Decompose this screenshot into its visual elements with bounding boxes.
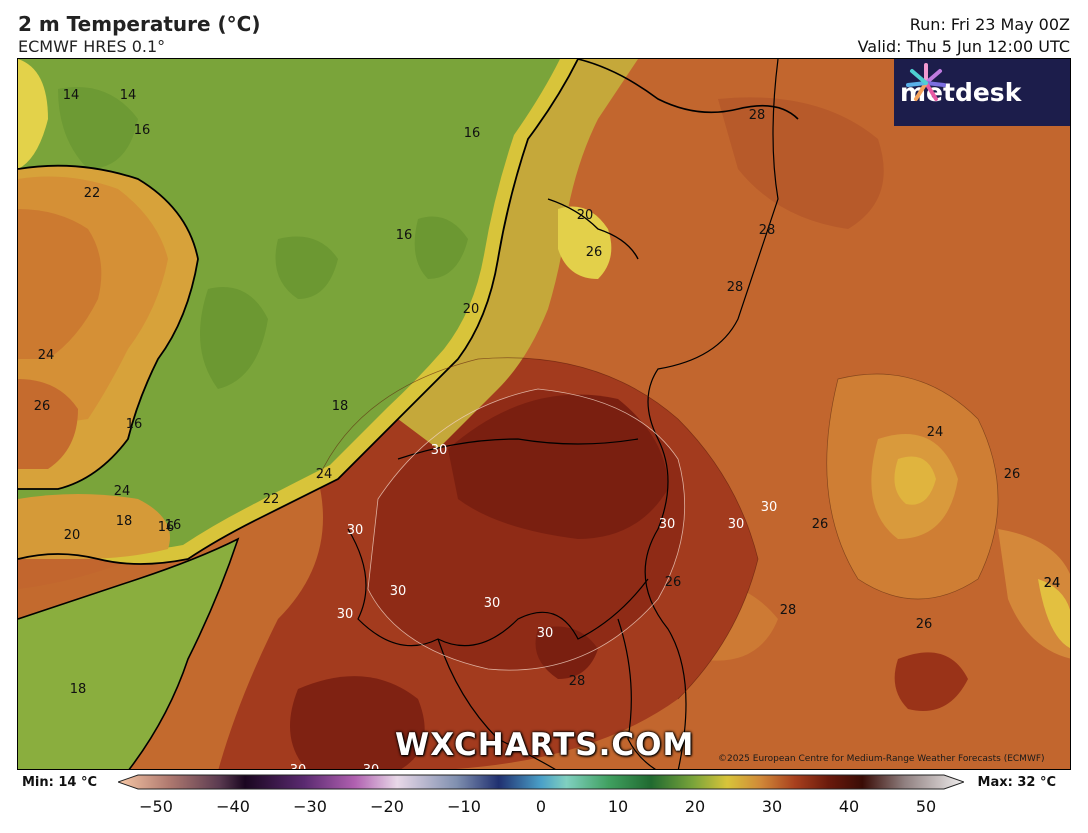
metdesk-logo: metdesk (894, 59, 1070, 126)
contour-label: 24 (316, 467, 333, 482)
contour-label: 30 (290, 763, 307, 770)
run-time: Run: Fri 23 May 00Z (909, 15, 1070, 34)
contour-label: 28 (749, 108, 766, 123)
contour-label: 18 (70, 682, 87, 697)
contour-label: 14 (63, 88, 80, 103)
colorbar-tick: −20 (370, 797, 404, 816)
contour-label: 30 (484, 596, 501, 611)
contour-label: 20 (577, 208, 594, 223)
contour-label: 16 (134, 123, 151, 138)
colorbar-tick: −10 (447, 797, 481, 816)
copyright-notice: ©2025 European Centre for Medium-Range W… (718, 754, 1045, 764)
colorbar-tick: 50 (915, 797, 937, 816)
contour-label: 30 (390, 584, 407, 599)
metdesk-flower-icon (906, 63, 946, 101)
map-title: 2 m Temperature (°C) (18, 12, 261, 36)
contour-label: 28 (780, 603, 797, 618)
contour-label: 18 (116, 514, 133, 529)
contour-label: 30 (761, 500, 778, 515)
contour-label: 18 (332, 399, 349, 414)
contour-label: 24 (1044, 576, 1061, 591)
contour-label: 28 (759, 223, 776, 238)
contour-label: 30 (659, 517, 676, 532)
contour-label: 26 (1004, 467, 1021, 482)
colorbar-tick: 10 (607, 797, 629, 816)
contour-label: 30 (537, 626, 554, 641)
colorbar-tick: 0 (535, 797, 547, 816)
contour-label: 24 (927, 425, 944, 440)
colorbar (118, 774, 964, 790)
contour-label: 16 (464, 126, 481, 141)
contour-label: 30 (363, 763, 380, 770)
contour-label: 28 (569, 674, 586, 689)
contour-label: 26 (34, 399, 51, 414)
contour-label: 20 (463, 302, 480, 317)
watermark: WXCHARTS.COM (395, 727, 695, 763)
colorbar-max-label: Max: 32 °C (977, 775, 1056, 790)
contour-label: 22 (84, 186, 101, 201)
contour-label: 30 (728, 517, 745, 532)
contour-label: 26 (916, 617, 933, 632)
contour-label: 24 (114, 484, 131, 499)
contour-label: 26 (812, 517, 829, 532)
contour-label: 24 (1044, 576, 1061, 591)
contour-label: 22 (263, 492, 280, 507)
contour-label: 14 (120, 88, 137, 103)
colorbar-min-label: Min: 14 °C (22, 775, 98, 790)
contour-label: 28 (727, 280, 744, 295)
colorbar-tick: 20 (684, 797, 706, 816)
colorbar-tick: −50 (139, 797, 173, 816)
temperature-map: 14 14 16 16 22 16 24 26 16 20 26 20 18 16 24 18 16 20 30 24… (17, 58, 1071, 770)
colorbar-tick: −30 (293, 797, 327, 816)
colorbar-tick: 30 (761, 797, 783, 816)
contour-label: 20 (64, 528, 81, 543)
contour-label: 16 (165, 518, 182, 533)
contour-label: 16 (158, 520, 175, 535)
contour-label: 30 (431, 443, 448, 458)
contour-label: 30 (337, 607, 354, 622)
colorbar-tick: −40 (216, 797, 250, 816)
contour-label: 26 (665, 575, 682, 590)
contour-label: 24 (38, 348, 55, 363)
valid-time: Valid: Thu 5 Jun 12:00 UTC (857, 37, 1070, 56)
contour-label: 26 (586, 245, 603, 260)
colorbar-tick: 40 (838, 797, 860, 816)
model-subtitle: ECMWF HRES 0.1° (18, 37, 166, 56)
contour-label: 16 (126, 417, 143, 432)
contour-label: 30 (347, 523, 364, 538)
contour-label: 16 (396, 228, 413, 243)
